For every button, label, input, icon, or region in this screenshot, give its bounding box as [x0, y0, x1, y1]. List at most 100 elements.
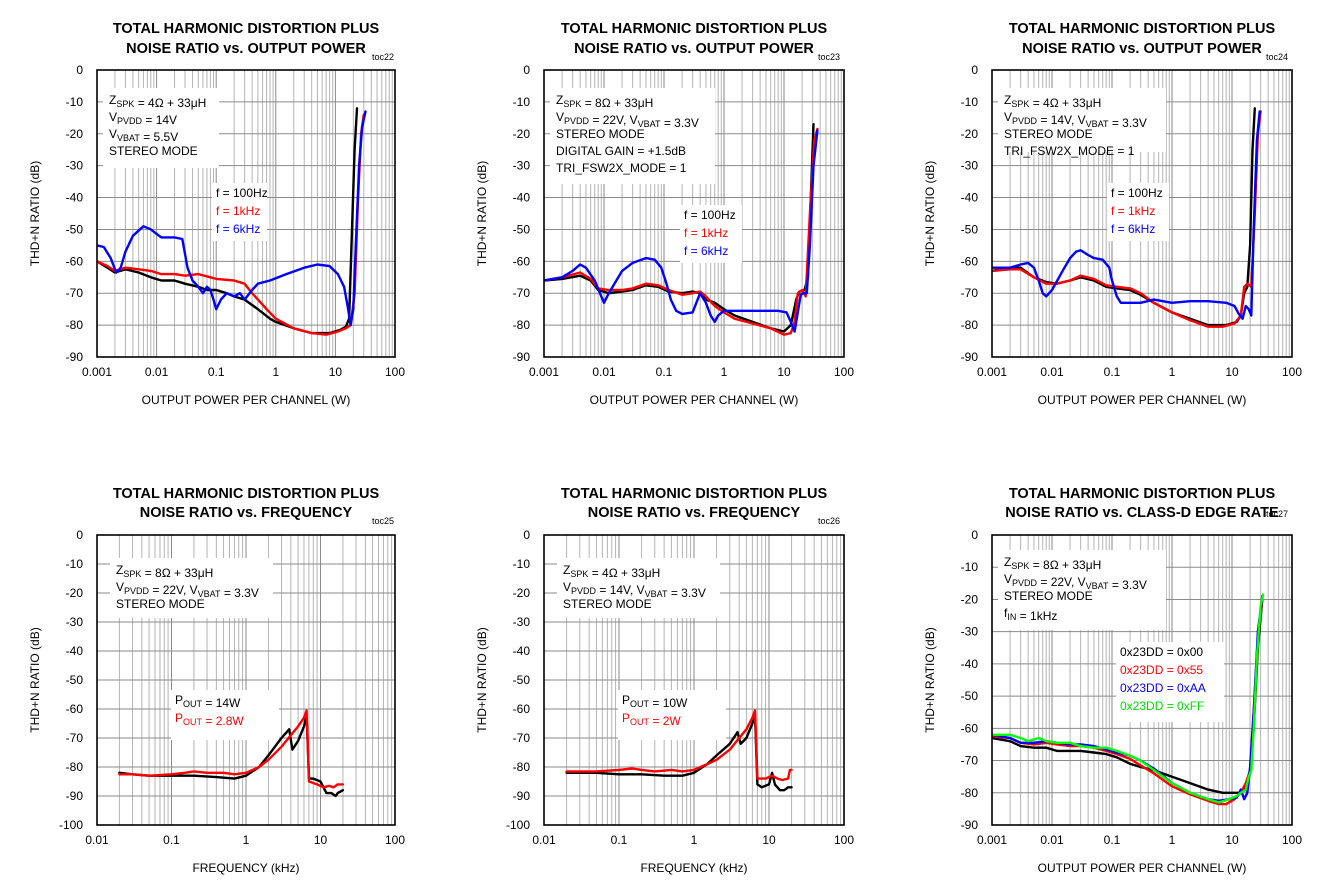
plot-border [991, 69, 1293, 358]
series-line [97, 113, 365, 336]
x-tick-label: 0.001 [529, 365, 559, 379]
x-tick-label: 0.1 [163, 833, 180, 847]
chart-toc24: TOTAL HARMONIC DISTORTION PLUS NOISE RATI… [923, 21, 1302, 407]
x-tick-label: 10 [762, 833, 776, 847]
chart-tag: toc27 [1266, 509, 1288, 519]
x-axis-label: OUTPUT POWER PER CHANNEL (W) [1038, 393, 1247, 407]
legend-entry: 0x23DD = 0x55 [1120, 663, 1203, 677]
y-tick-label: -90 [513, 350, 531, 364]
y-tick-label: -70 [961, 286, 979, 300]
condition-label: STEREO MODE [1004, 127, 1093, 141]
y-tick-label: -90 [961, 350, 979, 364]
y-axis-label: THD+N RATIO (dB) [475, 627, 489, 732]
chart-toc26: TOTAL HARMONIC DISTORTION PLUS NOISE RATI… [475, 486, 854, 875]
y-tick-label: -80 [961, 786, 979, 800]
x-axis-label: FREQUENCY (kHz) [640, 861, 747, 875]
x-tick-label: 1 [1169, 365, 1176, 379]
series-line [992, 110, 1262, 328]
x-tick-label: 100 [385, 365, 405, 379]
y-tick-label: -50 [513, 222, 531, 236]
y-tick-label: -50 [513, 673, 531, 687]
legend-entry: POUT = 2W [622, 711, 681, 728]
condition-label: fIN = 1kHz [1004, 606, 1057, 623]
condition-label: STEREO MODE [563, 597, 652, 611]
x-tick-label: 0.1 [1104, 833, 1121, 847]
condition-label: VPVDD = 22V, VVBAT = 3.3V [116, 580, 259, 600]
legend-entry: f = 100Hz [1111, 186, 1163, 200]
legend-entry: POUT = 10W [622, 693, 688, 710]
y-tick-label: -10 [66, 557, 84, 571]
y-tick-label: -90 [66, 350, 84, 364]
y-tick-label: -10 [513, 557, 531, 571]
chart-title-line: NOISE RATIO vs. OUTPUT POWER [574, 41, 814, 57]
chart-toc25: TOTAL HARMONIC DISTORTION PLUS NOISE RATI… [28, 486, 405, 875]
x-tick-label: 0.01 [592, 365, 616, 379]
plot-border [96, 534, 396, 826]
conditions-box [550, 88, 715, 184]
x-tick-label: 0.01 [1040, 365, 1064, 379]
legend-entry: f = 6kHz [1111, 222, 1155, 236]
y-tick-label: -80 [66, 760, 84, 774]
legend-box [1116, 642, 1224, 722]
chart-title-line: TOTAL HARMONIC DISTORTION PLUS [561, 486, 828, 502]
chart-tag: toc25 [372, 516, 394, 526]
legend-entry: f = 1kHz [1111, 204, 1155, 218]
condition-label: VPVDD = 14V, VVBAT = 3.3V [563, 580, 706, 600]
condition-label: STEREO MODE [109, 144, 198, 158]
x-tick-label: 100 [834, 833, 854, 847]
x-tick-label: 1 [1169, 833, 1176, 847]
chart-title-line: NOISE RATIO vs. CLASS-D EDGE RATE [1005, 505, 1279, 521]
y-tick-label: -20 [66, 586, 84, 600]
x-tick-label: 10 [314, 833, 328, 847]
y-tick-label: -30 [513, 159, 531, 173]
conditions-box [110, 558, 273, 618]
chart-title-line: NOISE RATIO vs. FREQUENCY [140, 505, 353, 521]
series-group [565, 709, 793, 792]
y-tick-label: -40 [513, 644, 531, 658]
x-tick-label: 0.001 [82, 365, 112, 379]
x-tick-label: 100 [834, 365, 854, 379]
legend-box [618, 690, 726, 740]
chart-toc23: TOTAL HARMONIC DISTORTION PLUS NOISE RATI… [475, 21, 854, 407]
y-tick-label: -10 [513, 95, 531, 109]
y-tick-label: -50 [66, 222, 84, 236]
chart-tag: toc26 [818, 516, 840, 526]
condition-label: ZSPK = 4Ω + 33μH [109, 93, 206, 110]
legend-entry: 0x23DD = 0xAA [1120, 681, 1206, 695]
y-tick-label: -60 [961, 721, 979, 735]
series-group [992, 107, 1262, 328]
condition-label: STEREO MODE [556, 127, 645, 141]
condition-label: ZSPK = 4Ω + 33μH [1004, 93, 1101, 110]
x-tick-label: 0.01 [532, 833, 556, 847]
y-tick-label: -100 [59, 818, 83, 832]
chart-toc22: TOTAL HARMONIC DISTORTION PLUS NOISE RATI… [28, 21, 405, 407]
chart-title-line: TOTAL HARMONIC DISTORTION PLUS [1009, 486, 1276, 502]
y-tick-label: 0 [971, 528, 978, 542]
y-tick-label: -30 [961, 159, 979, 173]
y-tick-label: -10 [66, 95, 84, 109]
chart-tag: toc23 [818, 52, 840, 62]
y-tick-label: -70 [513, 731, 531, 745]
plot-border [543, 69, 845, 358]
y-tick-label: -100 [506, 818, 530, 832]
y-tick-label: -60 [961, 254, 979, 268]
y-tick-label: -10 [961, 560, 979, 574]
chart-title-line: TOTAL HARMONIC DISTORTION PLUS [113, 21, 380, 37]
y-tick-label: -20 [513, 586, 531, 600]
y-axis-label: THD+N RATIO (dB) [28, 627, 42, 732]
x-tick-label: 10 [1225, 833, 1239, 847]
x-tick-label: 0.01 [85, 833, 109, 847]
chart-title-line: NOISE RATIO vs. FREQUENCY [588, 505, 801, 521]
series-line [118, 713, 345, 798]
condition-label: ZSPK = 8Ω + 33μH [556, 93, 653, 110]
y-tick-label: -50 [66, 673, 84, 687]
condition-label: VPVDD = 14V, VVBAT = 3.3V [1004, 110, 1147, 130]
chart-title-line: TOTAL HARMONIC DISTORTION PLUS [1009, 21, 1276, 37]
y-tick-label: 0 [76, 528, 83, 542]
plot-border [96, 69, 396, 358]
y-tick-label: -70 [66, 286, 84, 300]
x-tick-label: 100 [1282, 833, 1302, 847]
y-tick-label: -20 [66, 127, 84, 141]
y-axis-label: THD+N RATIO (dB) [28, 161, 42, 266]
